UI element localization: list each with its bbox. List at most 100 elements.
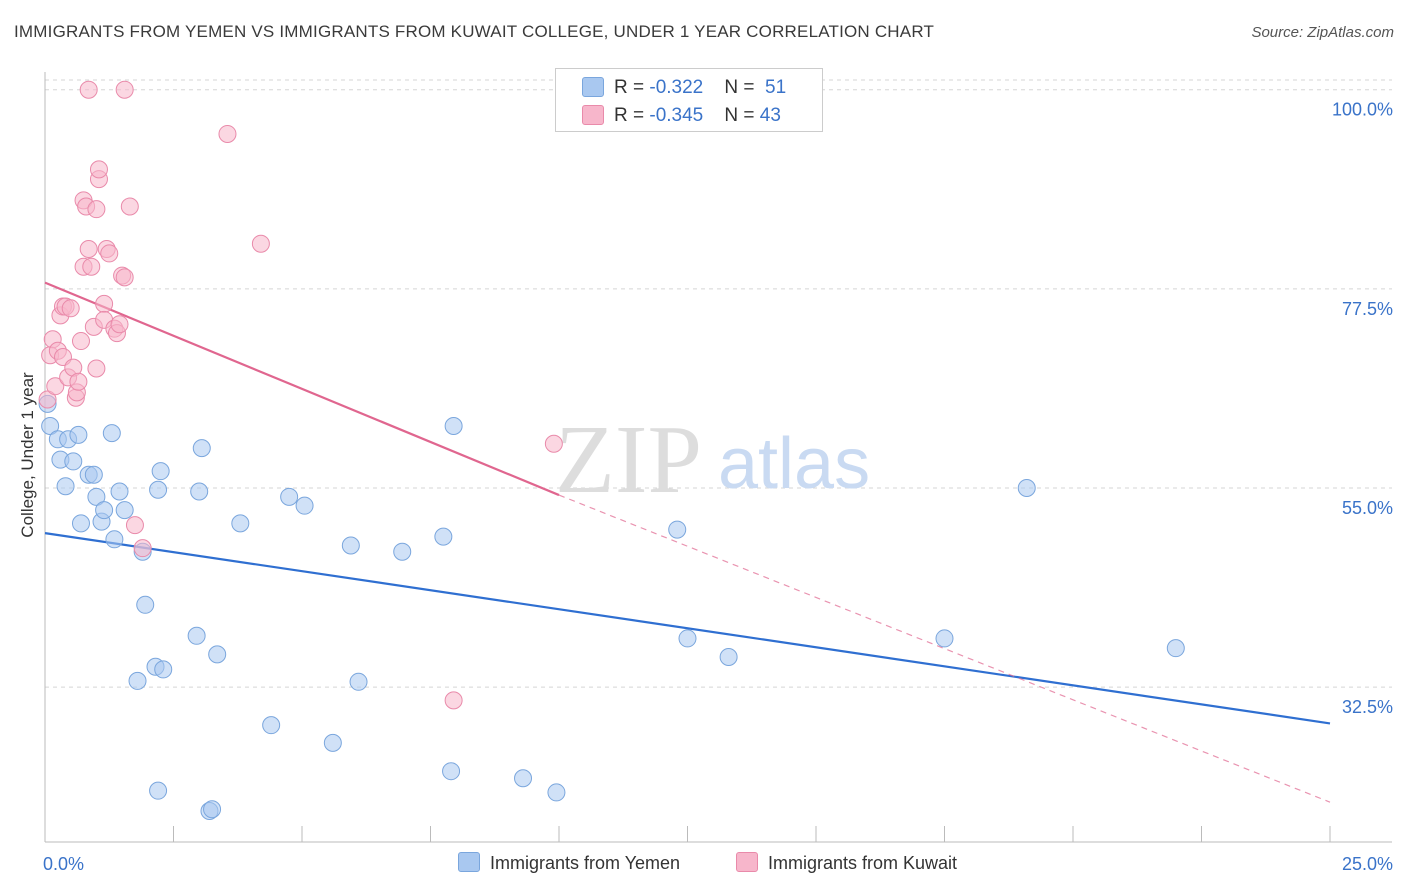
trend-line-0 [44,532,1331,725]
data-point-yemen [203,800,222,819]
data-point-yemen [349,672,368,691]
data-point-yemen [115,501,134,520]
data-point-yemen [149,480,168,499]
data-point-kuwait [251,234,270,253]
data-point-kuwait [87,200,106,219]
chart-title: IMMIGRANTS FROM YEMEN VS IMMIGRANTS FROM… [14,22,935,41]
legend-n-label: N = [724,77,760,98]
data-point-kuwait [69,372,88,391]
data-point-yemen [444,417,463,436]
bottom-legend-yemen: Immigrants from Yemen [458,852,680,874]
bottom-legend-swatch-yemen [458,852,480,872]
y-axis-title: College, Under 1 year [18,372,37,538]
trend-line-1 [44,281,560,497]
data-point-yemen [154,660,173,679]
data-point-yemen [1166,639,1185,658]
data-point-yemen [71,514,90,533]
data-point-kuwait [71,332,90,351]
data-point-kuwait [46,377,65,396]
data-point-yemen [678,629,697,648]
data-point-yemen [935,629,954,648]
data-point-kuwait [61,299,80,318]
legend-r-label: R = [614,77,650,98]
data-point-kuwait [115,80,134,99]
data-point-yemen [231,514,250,533]
data-point-yemen [84,465,103,484]
y-tick-label: 55.0% [1342,498,1393,518]
data-point-yemen [190,482,209,501]
data-point-yemen [547,783,566,802]
legend-swatch-yemen [582,77,604,97]
x-tick-labels: 0.0% 25.0% [43,854,1393,874]
y-tick-label: 77.5% [1342,299,1393,319]
data-point-yemen [393,542,412,561]
data-point-yemen [514,769,533,788]
bottom-legend-swatch-kuwait [736,852,758,872]
data-point-yemen [136,595,155,614]
data-point-yemen [323,733,342,752]
data-point-yemen [128,671,147,690]
bottom-legend-kuwait: Immigrants from Kuwait [736,852,957,874]
data-point-kuwait [218,124,237,143]
data-point-kuwait [133,539,152,558]
data-point-kuwait [38,390,57,409]
legend-r-value: -0.345 [649,105,704,126]
data-point-kuwait [79,240,98,259]
legend-swatch-kuwait [582,105,604,125]
data-point-kuwait [120,197,139,216]
bottom-legend-label-kuwait: Immigrants from Kuwait [768,853,958,873]
x-tick-label-max: 25.0% [1342,854,1393,874]
data-point-yemen [64,452,83,471]
stats-legend: R = -0.322 N = 51 R = -0.345 N = 43 [555,68,823,132]
legend-n-value: 43 [759,105,781,126]
data-point-kuwait [100,244,119,263]
data-point-yemen [102,424,121,443]
data-point-yemen [719,648,738,667]
y-tick-label: 32.5% [1342,697,1393,717]
data-point-yemen [187,626,206,645]
data-point-kuwait [87,359,106,378]
data-point-kuwait [115,268,134,287]
data-point-yemen [1017,478,1036,497]
data-point-yemen [151,462,170,481]
x-tick-label-min: 0.0% [43,854,84,874]
data-point-yemen [434,527,453,546]
data-point-kuwait [544,434,563,453]
data-point-kuwait [95,294,114,313]
data-point-yemen [280,487,299,506]
data-point-yemen [295,496,314,515]
legend-n-label: N = [724,105,760,126]
source-label: Source: ZipAtlas.com [1251,24,1394,41]
data-point-yemen [56,477,75,496]
data-point-yemen [110,482,129,501]
legend-r-value: -0.322 [649,77,704,98]
y-tick-labels: 32.5% 55.0% 77.5% 100.0% [1332,100,1393,717]
data-point-kuwait [89,160,108,179]
data-point-yemen [87,487,106,506]
axes [44,72,1392,843]
data-point-kuwait [444,691,463,710]
data-point-yemen [442,762,461,781]
data-point-yemen [192,439,211,458]
data-point-yemen [69,425,88,444]
data-points [38,80,1185,821]
data-point-yemen [208,645,227,664]
watermark-zip: ZIP [555,406,702,514]
legend-n-value: 51 [765,77,787,98]
data-point-kuwait [82,257,101,276]
bottom-legend-label-yemen: Immigrants from Yemen [490,853,681,873]
data-point-yemen [95,501,114,520]
data-point-yemen [41,417,60,436]
data-point-kuwait [79,80,98,99]
data-point-yemen [149,781,168,800]
data-point-yemen [341,536,360,555]
data-point-yemen [668,520,687,539]
trend-lines [44,281,1331,803]
data-point-yemen [262,716,281,735]
data-point-kuwait [110,315,129,334]
gridlines [45,79,1392,688]
y-tick-label: 100.0% [1332,100,1393,120]
data-point-kuwait [125,516,144,535]
trend-line-dashed-1 [558,494,1331,803]
